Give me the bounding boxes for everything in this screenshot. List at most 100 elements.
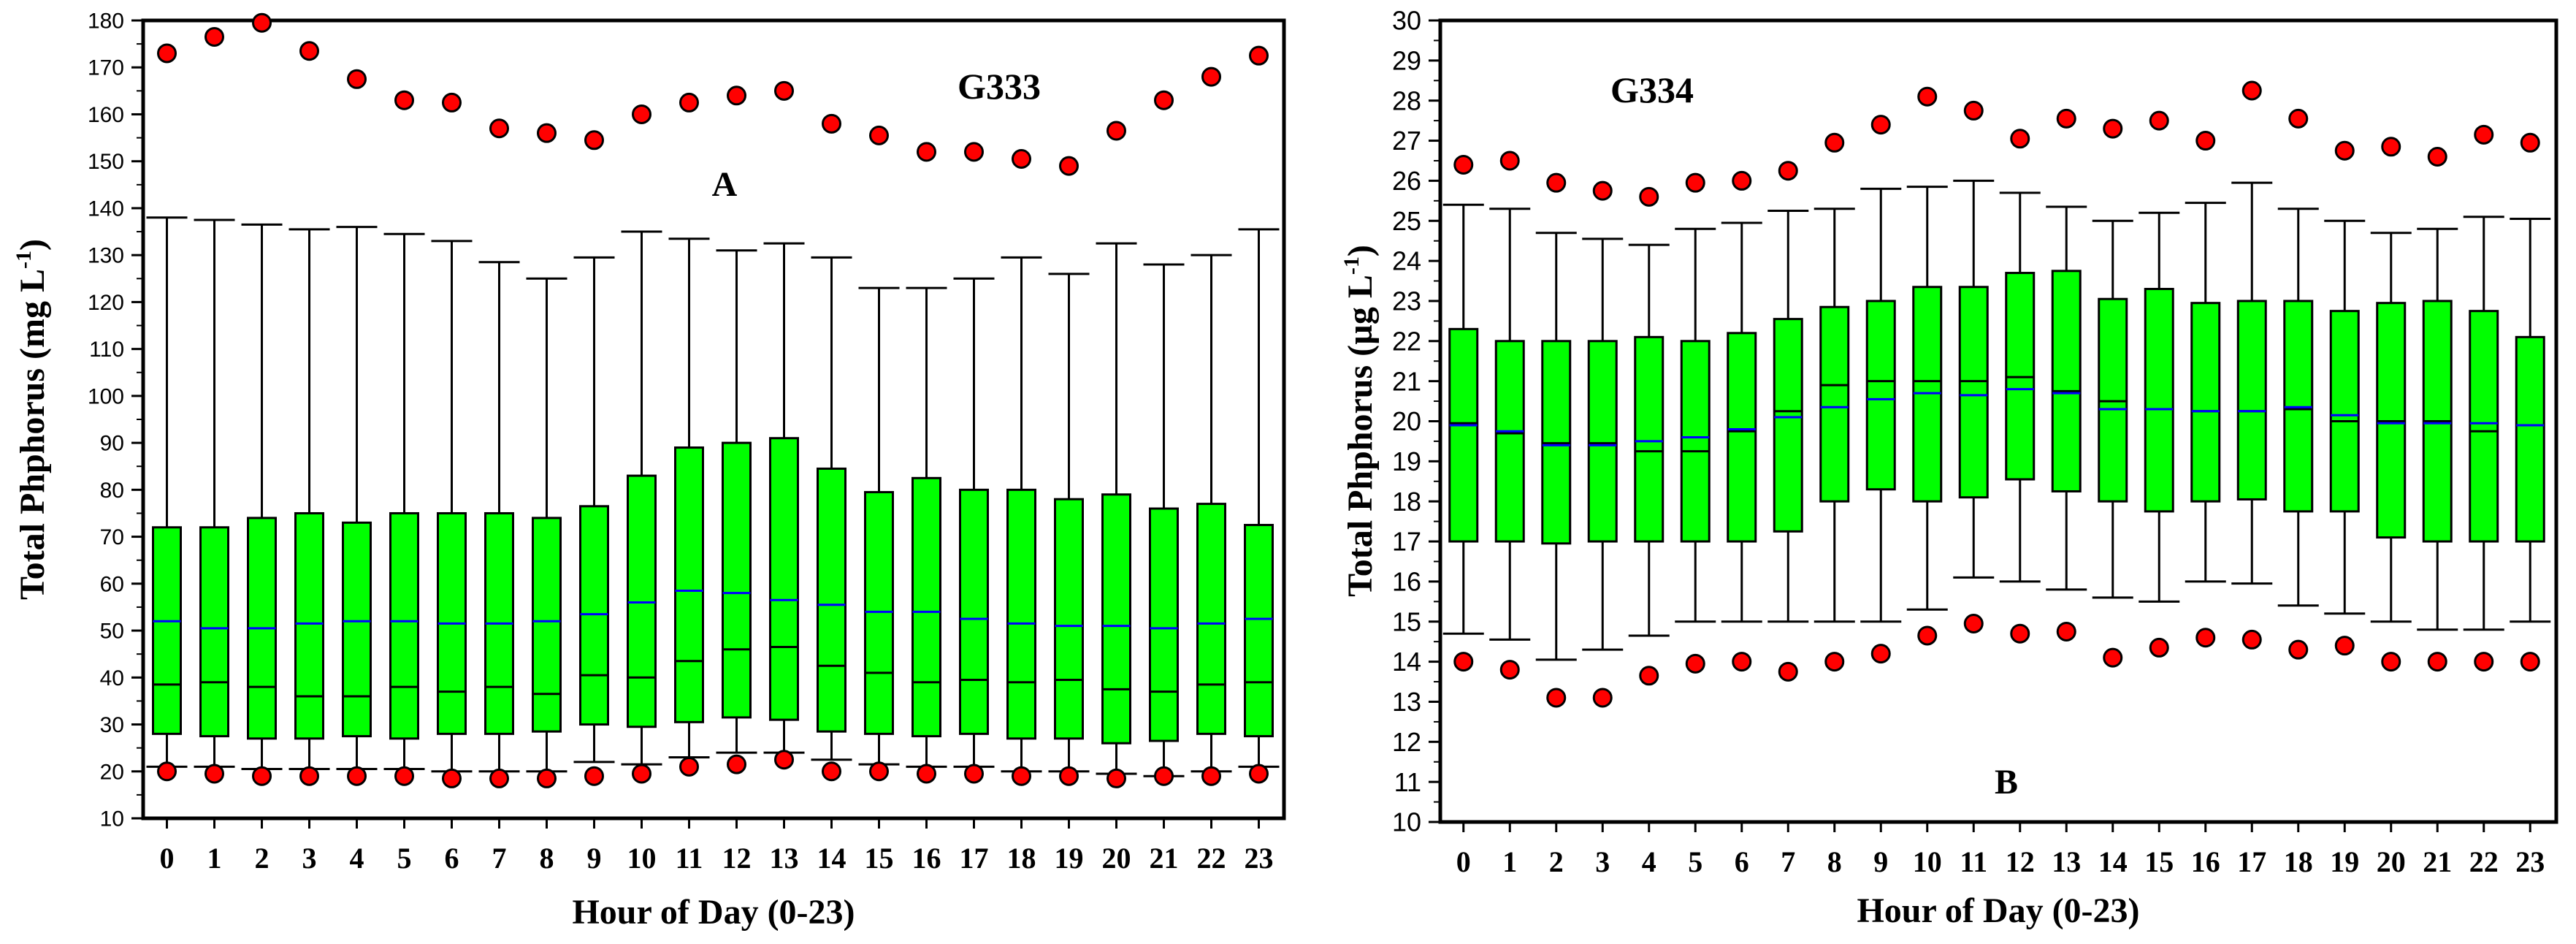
- panel-a-outlier-low: [727, 754, 746, 774]
- panel-b-outlier-high: [2474, 124, 2494, 145]
- panel-b-box: [2236, 300, 2267, 500]
- panel-a-outlier-low: [299, 766, 319, 786]
- panel-a-box: [1054, 498, 1084, 740]
- panel-a-outlier-low: [774, 750, 794, 770]
- panel-b-outlier-high: [1546, 172, 1567, 193]
- panel-b-y-tick-label: 21: [1392, 366, 1421, 396]
- panel-b-y-tick-label: 17: [1392, 527, 1421, 557]
- panel-a-outlier-high: [869, 125, 889, 145]
- panel-b-x-tick-label: 4: [1642, 845, 1656, 878]
- panel-a-box: [1006, 488, 1036, 740]
- panel-a-outlier-low: [869, 761, 889, 782]
- panel-b-x-tick-label: 20: [2377, 845, 2406, 878]
- panel-a-y-tick-label: 10: [100, 807, 124, 831]
- panel-b-x-tick-label: 1: [1502, 845, 1517, 878]
- panel-a-outlier-low: [1012, 766, 1031, 786]
- panel-b-outlier-low: [2010, 623, 2030, 644]
- panel-a-outlier-low: [1059, 766, 1079, 786]
- panel-a-y-tick-label: 90: [100, 432, 124, 456]
- panel-b-x-tick-label: 7: [1781, 845, 1795, 878]
- panel-a-chart: Hour of Day (0-23) Total Phphorus (mg L-…: [12, 9, 1286, 932]
- panel-b-y-axis-title-close: ): [1341, 245, 1380, 256]
- panel-b-outlier-low: [2103, 647, 2123, 668]
- panel-b-x-tick-label: 21: [2423, 845, 2452, 878]
- panel-b-box: [1958, 286, 1989, 499]
- panel-a-box: [199, 526, 229, 738]
- panel-a-outlier-high: [917, 142, 936, 162]
- panel-a-outlier-low: [1249, 764, 1269, 784]
- panel-b-x-tick-label: 6: [1735, 845, 1749, 878]
- panel-a-x-tick-label: 14: [817, 842, 846, 875]
- panel-a-y-tick-label: 40: [100, 666, 124, 690]
- panel-a-x-tick-label: 16: [912, 842, 941, 875]
- panel-b-outlier-high: [2241, 80, 2262, 101]
- panel-b-y-tick-label: 16: [1392, 567, 1421, 597]
- panel-a-outlier-high: [205, 26, 224, 47]
- panel-b-y-tick-label: 24: [1392, 246, 1421, 276]
- panel-b-outlier-low: [1499, 660, 1520, 680]
- panel-b-box: [1865, 300, 1896, 491]
- panel-b-box: [1494, 340, 1525, 543]
- panel-a-y-axis-title-main: Total Phphorus (mg L: [13, 269, 52, 600]
- panel-b-box: [2051, 270, 2082, 492]
- panel-b-x-tick-label: 2: [1549, 845, 1564, 878]
- panel-a-x-tick-label: 4: [350, 842, 364, 875]
- panel-b-outlier-low: [1685, 653, 1705, 674]
- panel-a-y-tick-label: 180: [88, 9, 124, 34]
- panel-a-x-tick-label: 23: [1245, 842, 1274, 875]
- panel-a-outlier-high: [1249, 45, 1269, 66]
- panel-b-y-tick-label: 28: [1392, 85, 1421, 115]
- panel-a-x-tick-label: 15: [865, 842, 894, 875]
- panel-b-y-tick-label: 30: [1392, 6, 1421, 36]
- panel-b-outlier-high: [1685, 172, 1705, 193]
- panel-a-y-tick-label: 30: [100, 713, 124, 737]
- panel-b-outlier-low: [2334, 636, 2355, 656]
- panel-b-x-tick-label: 13: [2052, 845, 2081, 878]
- panel-a-box: [911, 476, 941, 738]
- panel-b-x-tick-label: 0: [1456, 845, 1471, 878]
- panel-a-box: [1149, 507, 1179, 742]
- panel-a-outlier-high: [584, 130, 604, 151]
- panel-a-outlier-low: [632, 764, 651, 784]
- panel-a-y-tick-label: 140: [88, 197, 124, 221]
- panel-a-x-tick-label: 8: [540, 842, 554, 875]
- panel-a-outlier-low: [205, 764, 224, 784]
- panel-b-outlier-low: [2474, 652, 2494, 672]
- panel-a-box: [627, 474, 657, 728]
- panel-b-box: [1680, 340, 1711, 543]
- panel-a-x-tick-label: 10: [627, 842, 657, 875]
- panel-a-box: [294, 511, 324, 740]
- panel-b-outlier-low: [1546, 688, 1567, 708]
- panel-b-outlier-high: [2149, 110, 2169, 131]
- panel-b-box: [1819, 305, 1850, 503]
- panel-a-outlier-high: [1059, 156, 1079, 176]
- panel-a-outlier-low: [394, 766, 414, 786]
- panel-b-outlier-low: [1732, 652, 1752, 672]
- panel-b-x-tick-label: 8: [1827, 845, 1842, 878]
- panel-b-box: [1773, 318, 1803, 533]
- panel-a-x-tick-label: 20: [1102, 842, 1131, 875]
- panel-b-box: [2469, 310, 2499, 543]
- panel-b-x-tick-label: 11: [1960, 845, 1987, 878]
- panel-a-site-title: G333: [958, 66, 1041, 107]
- panel-b-outlier-high: [2010, 129, 2030, 149]
- panel-a-x-tick-label: 17: [960, 842, 989, 875]
- panel-b-x-tick-label: 23: [2515, 845, 2545, 878]
- panel-b-outlier-low: [1963, 613, 1984, 633]
- panel-b-outlier-low: [2381, 652, 2401, 672]
- panel-a-y-tick-label: 170: [88, 56, 124, 80]
- panel-b-y-tick-label: 22: [1392, 326, 1421, 356]
- panel-b-y-tick-label: 18: [1392, 487, 1421, 517]
- panel-b-outlier-high: [2334, 140, 2355, 161]
- panel-b-outlier-high: [2056, 108, 2076, 129]
- panel-b-outlier-high: [2195, 131, 2216, 151]
- panel-b-outlier-low: [2520, 652, 2540, 672]
- panel-a-x-axis-title: Hour of Day (0-23): [572, 893, 855, 932]
- panel-a-outlier-low: [157, 761, 177, 782]
- panel-a-y-tick-label: 130: [88, 244, 124, 268]
- panel-b-y-tick-label: 20: [1392, 406, 1421, 436]
- panel-a-x-tick-label: 19: [1055, 842, 1084, 875]
- panel-b-box: [2190, 302, 2221, 503]
- panel-b-x-axis-title: Hour of Day (0-23): [1857, 891, 2139, 930]
